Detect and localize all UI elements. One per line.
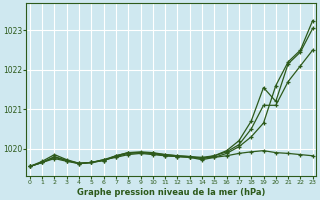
X-axis label: Graphe pression niveau de la mer (hPa): Graphe pression niveau de la mer (hPa) [77, 188, 266, 197]
